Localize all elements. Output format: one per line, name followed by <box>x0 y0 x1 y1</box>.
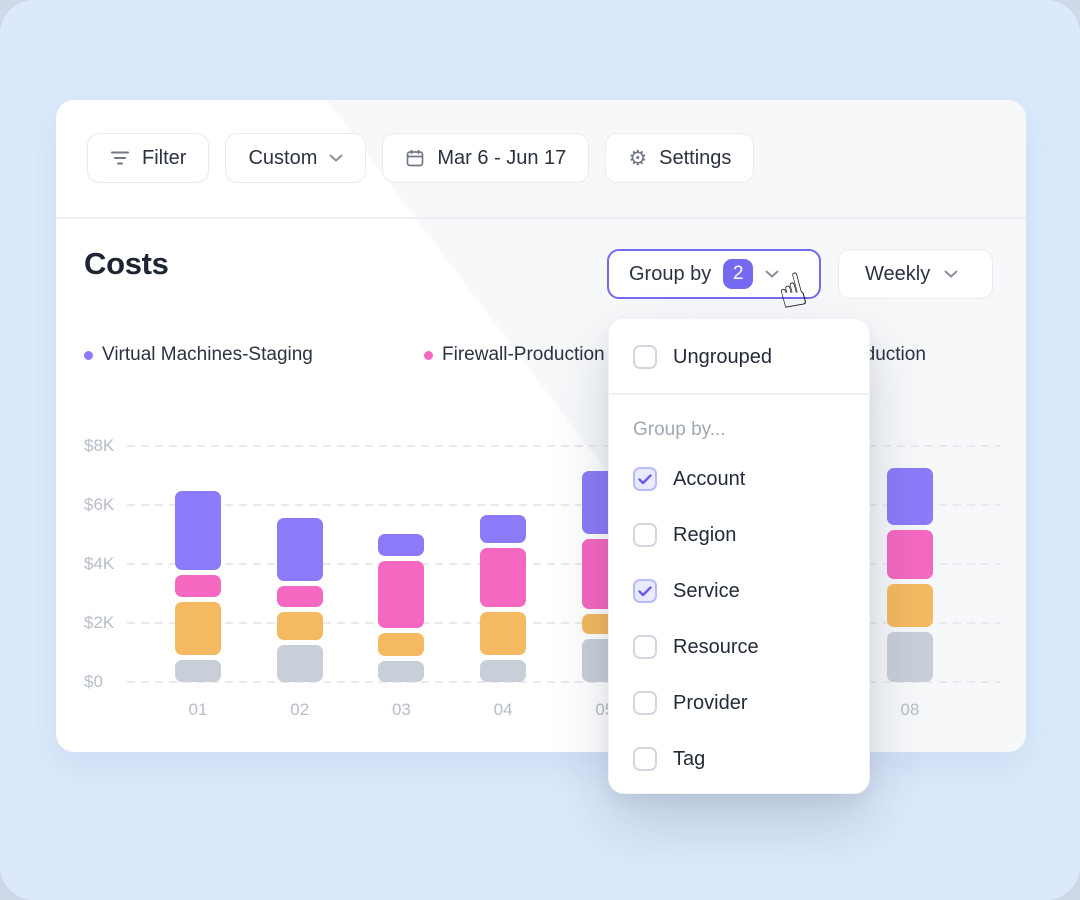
checkbox-tag[interactable] <box>633 747 657 771</box>
x-axis-tick-label: 08 <box>900 700 920 719</box>
filter-button[interactable]: Filter <box>87 133 210 183</box>
dropdown-section-label: Group by... <box>633 419 726 440</box>
filter-icon <box>111 151 129 165</box>
bar-segment-03[interactable] <box>378 561 425 628</box>
chevron-down-icon <box>765 270 779 278</box>
settings-button[interactable]: ⚙ Settings <box>605 133 755 183</box>
legend-item-virtual-machines-staging[interactable]: Virtual Machines-Staging <box>84 344 313 366</box>
bar-segment-08[interactable] <box>886 530 933 580</box>
checkbox-ungrouped[interactable] <box>633 345 657 369</box>
y-axis-tick-label: $6K <box>84 495 115 514</box>
bar-segment-03[interactable] <box>378 632 425 657</box>
bar-segment-01[interactable] <box>175 659 221 682</box>
bar-segment-03[interactable] <box>378 534 425 557</box>
weekly-dropdown-button[interactable]: Weekly <box>838 249 993 299</box>
bar-segment-08[interactable] <box>886 584 933 627</box>
legend-dot <box>424 350 433 360</box>
date-range-button[interactable]: Mar 6 - Jun 17 <box>382 133 590 183</box>
y-axis-tick-label: $2K <box>84 613 115 632</box>
chevron-down-icon <box>944 270 958 278</box>
checkbox-account[interactable] <box>633 467 657 491</box>
group-by-count-badge: 2 <box>723 259 754 289</box>
bar-segment-08[interactable] <box>886 631 933 682</box>
dropdown-option-label: Service <box>673 579 740 602</box>
custom-dropdown-label: Custom <box>248 146 318 169</box>
dropdown-option-label: Account <box>673 467 746 490</box>
dropdown-options-section: Group by... Account Region Service <box>609 417 869 787</box>
dropdown-ungrouped-section: Ungrouped <box>609 319 869 393</box>
group-by-button-label: Group by <box>629 262 712 285</box>
legend-item-label: Virtual Machines-Staging <box>102 344 313 365</box>
bar-segment-02[interactable] <box>276 518 323 582</box>
weekly-dropdown-label: Weekly <box>865 262 931 285</box>
bar-segment-01[interactable] <box>175 601 221 655</box>
bar-segment-04[interactable] <box>480 515 527 544</box>
dropdown-option-service[interactable]: Service <box>633 563 845 619</box>
bar-segment-02[interactable] <box>276 586 323 608</box>
bar-segment-04[interactable] <box>480 548 527 608</box>
dropdown-option-account[interactable]: Account <box>633 451 845 507</box>
bar-segment-01[interactable] <box>175 491 221 570</box>
bar-segment-03[interactable] <box>378 661 425 682</box>
custom-dropdown-button[interactable]: Custom <box>225 133 367 183</box>
calendar-icon <box>407 150 424 167</box>
cost-bar-chart: $0$2K$4K$6K$8K0102030405060708 <box>56 100 1026 752</box>
y-axis-tick-label: $8K <box>84 436 115 455</box>
legend-item-firewall-production[interactable]: Firewall-Production <box>424 344 605 366</box>
checkbox-service[interactable] <box>633 579 657 603</box>
dropdown-option-resource[interactable]: Resource <box>633 619 845 675</box>
dropdown-option-provider[interactable]: Provider <box>633 675 845 731</box>
bar-segment-04[interactable] <box>480 612 527 655</box>
gridline <box>127 681 1000 683</box>
x-axis-tick-label: 01 <box>188 700 208 719</box>
checkbox-region[interactable] <box>633 523 657 547</box>
bar-segment-04[interactable] <box>480 659 527 682</box>
settings-button-label: Settings <box>659 146 732 169</box>
toolbar: Filter Custom Mar 6 - Jun 17 ⚙ Settings <box>87 133 755 183</box>
gridline <box>127 504 1000 506</box>
filter-button-label: Filter <box>142 146 187 169</box>
checkbox-resource[interactable] <box>633 635 657 659</box>
gridline <box>127 563 1000 565</box>
legend-item-label: Firewall-Production <box>442 344 605 365</box>
checkmark-icon <box>638 585 652 596</box>
dropdown-option-label: Tag <box>673 747 706 770</box>
bar-segment-08[interactable] <box>886 467 933 526</box>
y-axis-tick-label: $0 <box>84 672 103 691</box>
bar-segment-02[interactable] <box>276 645 323 682</box>
dropdown-option-label: Provider <box>673 691 748 714</box>
group-by-button[interactable]: Group by 2 <box>607 249 821 299</box>
date-range-label: Mar 6 - Jun 17 <box>437 146 567 169</box>
bar-segment-02[interactable] <box>276 612 323 641</box>
dropdown-option-tag[interactable]: Tag <box>633 731 845 787</box>
dropdown-option-label: Region <box>673 523 737 546</box>
toolbar-divider <box>56 217 1026 219</box>
x-axis-tick-label: 02 <box>290 700 310 719</box>
y-axis-tick-label: $4K <box>84 554 115 573</box>
group-by-dropdown: Ungrouped Group by... Account Region <box>608 318 870 794</box>
dropdown-option-ungrouped[interactable]: Ungrouped <box>633 333 845 381</box>
chevron-down-icon <box>329 154 343 162</box>
checkbox-provider[interactable] <box>633 691 657 715</box>
gridline <box>127 622 1000 624</box>
page-title: Costs <box>84 246 169 281</box>
x-axis-tick-label: 04 <box>493 700 513 719</box>
bar-segment-01[interactable] <box>175 574 221 597</box>
checkmark-icon <box>638 473 652 484</box>
dropdown-divider <box>609 393 869 395</box>
dropdown-option-label: Ungrouped <box>673 345 772 368</box>
dropdown-option-label: Resource <box>673 635 759 658</box>
dropdown-option-region[interactable]: Region <box>633 507 845 563</box>
gridline <box>127 445 1000 447</box>
legend-dot <box>84 350 93 360</box>
gear-icon: ⚙ <box>628 145 648 170</box>
x-axis-tick-label: 03 <box>391 700 411 719</box>
dashboard-card: Filter Custom Mar 6 - Jun 17 ⚙ Settings <box>56 100 1026 752</box>
